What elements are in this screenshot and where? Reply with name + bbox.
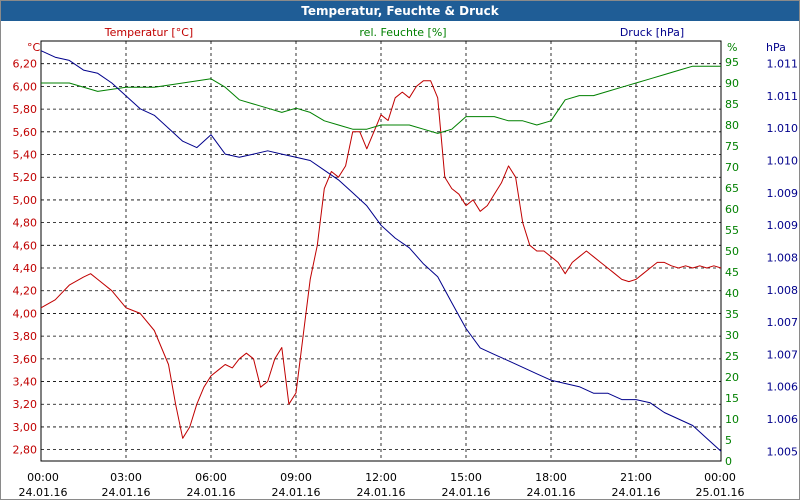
x-tick-time: 03:00 bbox=[110, 471, 142, 484]
legend-humidity: rel. Feuchte [%] bbox=[359, 26, 446, 39]
x-tick-time: 15:00 bbox=[450, 471, 482, 484]
middle-tick-label: 75 bbox=[725, 140, 739, 153]
left-axis-unit: °C bbox=[27, 41, 41, 54]
series-line-left bbox=[40, 80, 722, 439]
x-tick-date: 24.01.16 bbox=[527, 486, 576, 499]
left-tick-label: 3,20 bbox=[13, 398, 38, 411]
right-tick-label: 1.011 bbox=[767, 58, 799, 71]
middle-tick-label: 40 bbox=[725, 287, 739, 300]
middle-tick-label: 80 bbox=[725, 119, 739, 132]
series-line-right bbox=[40, 50, 722, 452]
middle-tick-label: 50 bbox=[725, 245, 739, 258]
right-tick-label: 1.009 bbox=[767, 219, 799, 232]
right-tick-label: 1.010 bbox=[767, 122, 799, 135]
x-tick-time: 06:00 bbox=[195, 471, 227, 484]
left-tick-label: 6,20 bbox=[13, 58, 38, 71]
middle-tick-label: 45 bbox=[725, 266, 739, 279]
x-tick-date: 24.01.16 bbox=[612, 486, 661, 499]
left-tick-label: 4,00 bbox=[13, 307, 38, 320]
left-tick-label: 3,00 bbox=[13, 421, 38, 434]
left-tick-label: 5,60 bbox=[13, 126, 38, 139]
series-line-middle bbox=[41, 65, 721, 134]
right-tick-label: 1.007 bbox=[767, 316, 799, 329]
left-tick-label: 5,20 bbox=[13, 171, 38, 184]
x-tick-time: 18:00 bbox=[535, 471, 567, 484]
middle-tick-label: 70 bbox=[725, 161, 739, 174]
left-tick-label: 3,60 bbox=[13, 353, 38, 366]
middle-tick-label: 55 bbox=[725, 224, 739, 237]
middle-tick-label: 0 bbox=[725, 455, 732, 468]
middle-tick-label: 20 bbox=[725, 371, 739, 384]
middle-tick-label: 60 bbox=[725, 203, 739, 216]
right-axis-unit: hPa bbox=[766, 41, 786, 54]
x-tick-time: 12:00 bbox=[365, 471, 397, 484]
x-tick-time: 21:00 bbox=[620, 471, 652, 484]
middle-tick-label: 85 bbox=[725, 98, 739, 111]
chart-title: Temperatur, Feuchte & Druck bbox=[1, 1, 799, 21]
left-tick-label: 4,80 bbox=[13, 217, 38, 230]
right-tick-label: 1.008 bbox=[767, 251, 799, 264]
x-tick-date: 25.01.16 bbox=[696, 486, 745, 499]
left-tick-label: 3,80 bbox=[13, 330, 38, 343]
left-tick-label: 4,20 bbox=[13, 285, 38, 298]
left-tick-label: 2,80 bbox=[13, 444, 38, 457]
middle-tick-label: 90 bbox=[725, 77, 739, 90]
right-tick-label: 1.005 bbox=[767, 445, 799, 458]
middle-tick-label: 35 bbox=[725, 308, 739, 321]
left-tick-label: 5,00 bbox=[13, 194, 38, 207]
middle-tick-label: 65 bbox=[725, 182, 739, 195]
right-tick-label: 1.011 bbox=[767, 90, 799, 103]
x-tick-date: 24.01.16 bbox=[187, 486, 236, 499]
middle-tick-label: 25 bbox=[725, 350, 739, 363]
x-tick-date: 24.01.16 bbox=[272, 486, 321, 499]
right-tick-label: 1.007 bbox=[767, 348, 799, 361]
middle-tick-label: 15 bbox=[725, 392, 739, 405]
middle-tick-label: 10 bbox=[725, 413, 739, 426]
x-tick-time: 00:00 bbox=[27, 471, 59, 484]
left-tick-label: 4,60 bbox=[13, 239, 38, 252]
left-tick-label: 6,00 bbox=[13, 80, 38, 93]
middle-tick-label: 95 bbox=[725, 56, 739, 69]
x-tick-date: 24.01.16 bbox=[442, 486, 491, 499]
middle-tick-label: 30 bbox=[725, 329, 739, 342]
middle-tick-label: 5 bbox=[725, 434, 732, 447]
right-tick-label: 1.009 bbox=[767, 187, 799, 200]
x-tick-time: 00:00 bbox=[704, 471, 736, 484]
middle-axis-unit: % bbox=[727, 41, 737, 54]
left-tick-label: 3,40 bbox=[13, 376, 38, 389]
right-tick-label: 1.008 bbox=[767, 284, 799, 297]
x-tick-date: 24.01.16 bbox=[357, 486, 406, 499]
legend-pressure: Druck [hPa] bbox=[620, 26, 684, 39]
x-tick-date: 24.01.16 bbox=[19, 486, 68, 499]
right-tick-label: 1.006 bbox=[767, 381, 799, 394]
x-tick-time: 09:00 bbox=[280, 471, 312, 484]
left-tick-label: 4,40 bbox=[13, 262, 38, 275]
right-tick-label: 1.006 bbox=[767, 413, 799, 426]
left-tick-label: 5,80 bbox=[13, 103, 38, 116]
x-tick-date: 24.01.16 bbox=[102, 486, 151, 499]
left-tick-label: 5,40 bbox=[13, 149, 38, 162]
right-tick-label: 1.010 bbox=[767, 155, 799, 168]
legend-temperature: Temperatur [°C] bbox=[104, 26, 193, 39]
